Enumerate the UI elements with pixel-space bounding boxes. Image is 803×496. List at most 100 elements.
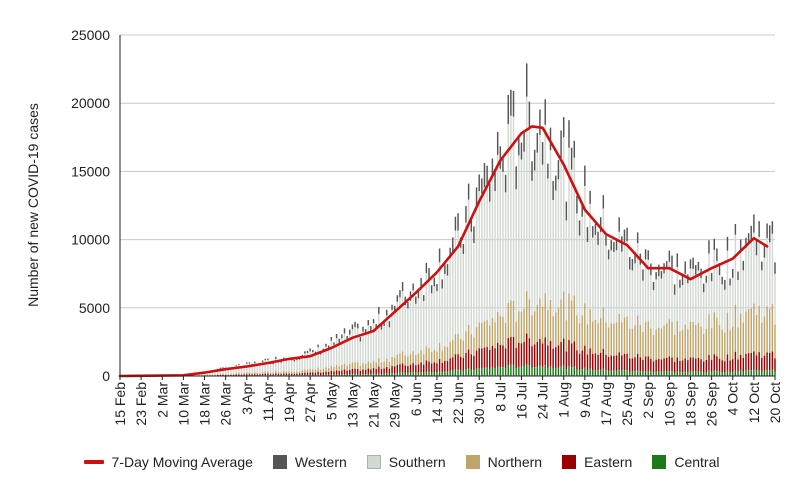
bar-segment-northern [528, 299, 531, 339]
bar-segment-southern [512, 116, 515, 301]
legend-label: Western [294, 454, 347, 470]
bar-segment-southern [491, 174, 494, 318]
bar-segment-northern [438, 342, 441, 359]
bar-segment-southern [367, 325, 369, 362]
bar-segment-eastern [584, 345, 586, 368]
bar-segment-western [312, 349, 314, 353]
bar-segment-western [470, 218, 472, 232]
bar-segment-eastern [388, 368, 391, 374]
bar-segment-southern [774, 273, 776, 325]
bar-segment-southern [578, 235, 581, 324]
bar-segment-northern [634, 325, 636, 358]
bar-segment-western [763, 245, 766, 258]
bar-segment-western [621, 236, 623, 252]
bar-segment-northern [605, 322, 607, 355]
bar-segment-eastern [452, 357, 454, 371]
bar-segment-northern [296, 371, 298, 374]
bar-segment-eastern [552, 348, 554, 369]
bar-segment-central [417, 372, 420, 376]
bar-segment-northern [452, 340, 454, 358]
bar-segment-central [644, 370, 647, 376]
bar-segment-northern [214, 374, 216, 376]
bar-segment-eastern [481, 348, 483, 369]
bar-segment-eastern [457, 354, 459, 370]
bar-segment-eastern [639, 357, 642, 372]
bar-segment-southern [763, 257, 766, 317]
bar-segment-northern [663, 325, 665, 359]
bar-segment-southern [647, 259, 649, 322]
x-tick-label: 9 Aug [577, 382, 593, 418]
bar-segment-southern [708, 253, 710, 315]
bar-segment-western [515, 166, 517, 190]
bar-segment-eastern [761, 357, 763, 372]
bar-segment-southern [523, 151, 525, 309]
bar-segment-western [629, 256, 631, 270]
bar-segment-southern [364, 333, 367, 364]
bar-segment-northern [227, 374, 230, 376]
bar-segment-southern [277, 362, 280, 373]
bar-segment-southern [602, 208, 605, 308]
bar-segment-western [594, 223, 597, 235]
bar-segment-eastern [737, 359, 739, 372]
x-tick-label: 14 Jun [429, 382, 445, 424]
legend-swatch-icon [652, 455, 667, 469]
bar-segment-eastern [423, 364, 425, 373]
bar-segment-western [275, 356, 277, 359]
bar-segment-western [586, 227, 589, 243]
bar-segment-southern [420, 286, 422, 350]
chart-svg: 0 5000 10000 15000 20000 25000 15 Feb 23 Feb 2 M… [25, 27, 783, 428]
bar-segment-eastern [665, 357, 668, 372]
bar-segment-northern [721, 329, 723, 361]
bar-segment-eastern [362, 369, 364, 375]
x-tick-label: 11 Apr [260, 382, 276, 422]
bar-segment-northern [372, 360, 375, 369]
bar-segment-central [618, 369, 620, 376]
bar-segment-western [338, 338, 340, 343]
bar-segment-southern [592, 237, 594, 322]
bar-segment-western [489, 183, 491, 202]
bar-segment-southern [417, 298, 420, 354]
bar-segment-western [407, 301, 409, 309]
bar-segment-southern [467, 199, 470, 325]
bar-segment-southern [327, 348, 330, 368]
bar-segment-northern [375, 362, 377, 369]
bar-segment-northern [739, 313, 742, 355]
bar-segment-central [309, 374, 311, 376]
bar-segment-eastern [391, 366, 393, 374]
bar-segment-western [370, 326, 372, 332]
bar-segment-eastern [636, 353, 639, 371]
bar-segment-western [750, 225, 752, 242]
bar-segment-western [753, 214, 755, 233]
bar-segment-eastern [356, 368, 359, 374]
bar-segment-eastern [520, 343, 523, 367]
x-tick-label: 24 Jul [535, 382, 551, 419]
bar-segment-western [623, 229, 626, 243]
bar-segment-eastern [407, 365, 409, 374]
bar-segment-central [486, 367, 488, 376]
bar-segment-central [494, 368, 496, 376]
bar-segment-southern [216, 369, 219, 375]
bar-segment-central [573, 366, 576, 376]
bar-segment-northern [581, 315, 583, 351]
x-tick-label: 25 Aug [619, 382, 635, 426]
bar-segment-southern [362, 331, 364, 364]
bar-segment-eastern [396, 364, 399, 373]
y-tick-label: 25000 [71, 27, 110, 43]
bar-segment-northern [763, 316, 766, 356]
bar-segment-central [465, 369, 467, 376]
legend-item-western: Western [272, 454, 347, 470]
bar-segment-western [293, 359, 296, 362]
bar-segment-eastern [441, 362, 443, 373]
bar-segment-eastern [613, 355, 615, 371]
bar-segment-southern [251, 364, 253, 373]
bar-segment-eastern [734, 351, 737, 370]
bar-segment-eastern [349, 369, 351, 375]
bar-segment-central [599, 369, 602, 376]
bar-segment-western [518, 135, 520, 156]
bar-segment-eastern [364, 369, 367, 375]
bar-segment-eastern [615, 355, 618, 371]
bar-segment-central [710, 371, 713, 376]
bar-segment-eastern [660, 359, 663, 372]
bar-segment-southern [330, 340, 333, 366]
bar-segment-western [319, 352, 322, 355]
